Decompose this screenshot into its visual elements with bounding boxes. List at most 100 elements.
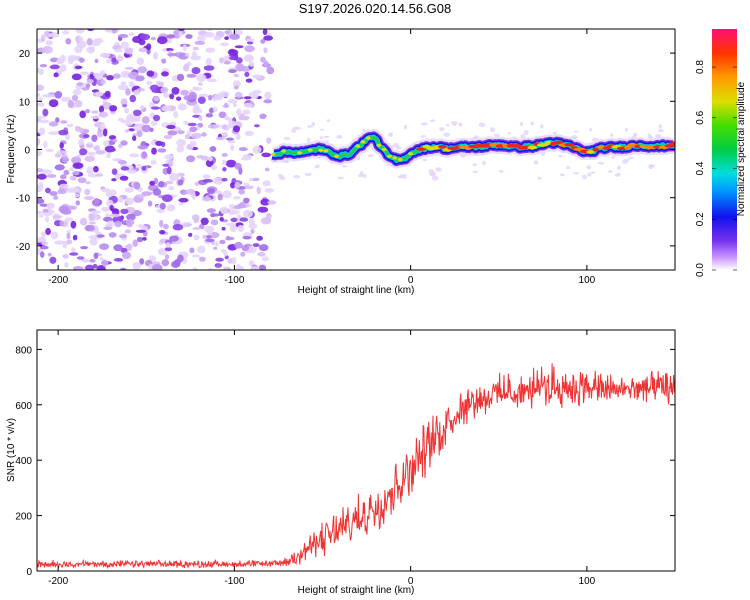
noise-blob bbox=[65, 133, 70, 141]
noise-blob bbox=[114, 220, 122, 228]
noise-blob bbox=[213, 106, 218, 113]
noise-blob bbox=[218, 111, 227, 119]
noise-blob bbox=[117, 117, 125, 122]
noise-blob bbox=[132, 135, 137, 141]
noise-blob bbox=[79, 148, 88, 156]
noise-blob bbox=[99, 257, 104, 261]
noise-blob bbox=[229, 224, 237, 232]
noise-blob bbox=[233, 85, 239, 90]
track-hotspot bbox=[381, 147, 387, 152]
noise-blob bbox=[42, 208, 49, 213]
noise-blob bbox=[248, 260, 255, 267]
track-hotspot bbox=[387, 154, 392, 158]
noise-blob bbox=[168, 172, 180, 181]
noise-blob bbox=[205, 113, 214, 118]
noise-blob bbox=[234, 162, 242, 170]
noise-blob bbox=[192, 227, 202, 230]
noise-blob bbox=[520, 134, 526, 139]
noise-blob bbox=[150, 120, 158, 127]
noise-blob bbox=[63, 169, 70, 176]
noise-blob bbox=[263, 99, 273, 104]
noise-blob bbox=[257, 252, 266, 257]
noise-blob bbox=[336, 135, 343, 139]
noise-blob bbox=[99, 243, 110, 251]
noise-blob bbox=[205, 47, 216, 53]
noise-blob bbox=[85, 83, 91, 89]
noise-blob bbox=[108, 135, 117, 140]
noise-blob bbox=[206, 208, 216, 213]
noise-blob bbox=[89, 259, 96, 263]
noise-blob bbox=[118, 143, 123, 149]
noise-blob bbox=[87, 173, 98, 178]
noise-blob bbox=[341, 165, 348, 168]
noise-blob bbox=[161, 71, 169, 77]
noise-blob bbox=[199, 256, 206, 262]
noise-blob bbox=[67, 55, 79, 61]
noise-blob bbox=[136, 163, 142, 169]
noise-blob bbox=[252, 74, 262, 79]
noise-blob bbox=[197, 245, 206, 254]
noise-blob bbox=[167, 53, 178, 57]
noise-blob bbox=[242, 154, 253, 159]
noise-blob bbox=[78, 138, 85, 146]
noise-blob bbox=[135, 75, 145, 82]
noise-blob bbox=[608, 170, 613, 173]
snr-x-ticks: -200 -100 0 100 bbox=[48, 330, 596, 587]
noise-blob bbox=[245, 78, 253, 83]
snr-x-tick-label: -100 bbox=[224, 576, 244, 587]
snr-y-axis-label: SNR (10 * v/v) bbox=[6, 418, 17, 482]
noise-blob bbox=[153, 114, 161, 122]
noise-blob bbox=[93, 165, 99, 173]
noise-blob bbox=[446, 123, 450, 127]
noise-blob bbox=[490, 127, 495, 133]
noise-blob bbox=[264, 188, 274, 193]
noise-blob bbox=[96, 265, 106, 270]
noise-blob bbox=[183, 95, 194, 101]
noise-blob bbox=[169, 235, 179, 242]
noise-blob bbox=[47, 252, 52, 257]
noise-blob bbox=[223, 250, 228, 257]
noise-blob bbox=[647, 133, 651, 138]
figure-title: S197.2026.020.14.56.G08 bbox=[298, 1, 452, 16]
spectrogram-noise-layer bbox=[37, 29, 670, 270]
noise-blob bbox=[213, 177, 224, 185]
noise-blob bbox=[252, 177, 260, 182]
noise-blob bbox=[124, 123, 134, 126]
noise-blob bbox=[243, 102, 253, 108]
noise-blob bbox=[261, 256, 269, 262]
snr-y-tick-label: 0 bbox=[26, 567, 32, 578]
noise-blob bbox=[234, 241, 243, 249]
colorbar-tick-label: 0.2 bbox=[695, 212, 706, 226]
noise-blob bbox=[220, 42, 230, 47]
noise-blob bbox=[252, 243, 260, 248]
noise-blob bbox=[135, 229, 147, 233]
noise-blob bbox=[61, 30, 70, 35]
noise-blob bbox=[118, 84, 129, 91]
noise-blob bbox=[151, 89, 162, 94]
noise-blob bbox=[81, 258, 90, 263]
noise-blob bbox=[231, 257, 237, 265]
noise-blob bbox=[141, 151, 148, 159]
noise-blob bbox=[150, 36, 157, 41]
noise-blob bbox=[173, 259, 181, 267]
noise-blob bbox=[167, 130, 178, 136]
noise-blob bbox=[171, 87, 180, 95]
noise-blob bbox=[257, 206, 269, 213]
noise-blob bbox=[74, 65, 83, 70]
colorbar-tick-label: 0.6 bbox=[695, 110, 706, 124]
spectrogram-y-ticks: -20 -10 0 10 20 bbox=[16, 49, 675, 253]
noise-blob bbox=[158, 180, 165, 188]
noise-blob bbox=[38, 96, 43, 103]
noise-blob bbox=[90, 39, 101, 47]
noise-blob bbox=[252, 145, 262, 154]
noise-blob bbox=[37, 210, 43, 215]
noise-blob bbox=[210, 213, 216, 218]
noise-blob bbox=[133, 89, 140, 96]
noise-blob bbox=[277, 174, 284, 178]
noise-blob bbox=[241, 244, 250, 252]
noise-blob bbox=[192, 46, 199, 51]
noise-blob bbox=[176, 144, 185, 153]
noise-blob bbox=[262, 180, 271, 187]
noise-blob bbox=[124, 66, 134, 70]
noise-blob bbox=[217, 193, 223, 201]
